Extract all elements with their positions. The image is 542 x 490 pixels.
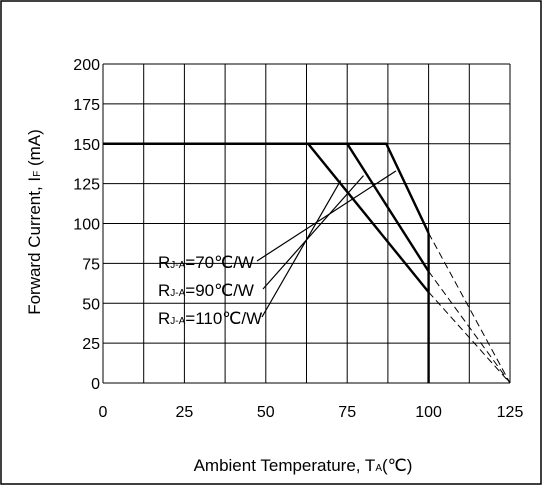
series-leader-line-0	[256, 170, 397, 262]
y-tick-label: 25	[82, 336, 100, 353]
x-tick-label: 125	[497, 404, 524, 421]
x-tick-label: 25	[176, 404, 194, 421]
series-leader-line-2	[261, 180, 342, 318]
y-tick-label: 0	[91, 376, 100, 393]
y-tick-label: 50	[82, 296, 100, 313]
series-layer	[103, 142, 511, 384]
y-tick-label: 200	[73, 57, 100, 74]
x-tick-label: 100	[415, 404, 442, 421]
series-extrapolation-1	[428, 271, 511, 384]
y-axis-label: Forward Current, IF (mA)	[25, 129, 44, 315]
series-extrapolation-0	[428, 232, 511, 384]
y-tick-label: 175	[73, 97, 100, 114]
y-tick-label: 100	[73, 217, 100, 234]
x-axis-label: Ambient Temperature, TA(℃)	[194, 456, 413, 475]
callouts: RJ-A=70℃/W RJ-A=90℃/W RJ-A=110℃/W	[158, 170, 397, 328]
series-label-2: RJ-A=110℃/W	[158, 309, 262, 328]
series-label-0: RJ-A=70℃/W	[158, 253, 254, 272]
y-tick-label: 125	[73, 177, 100, 194]
series-label-1: RJ-A=90℃/W	[158, 281, 254, 300]
series-leader-line-1	[262, 175, 364, 290]
x-tick-label: 75	[338, 404, 356, 421]
tick-labels: 0 25 50 75 100 125 150 175 200 0 25 50 75 100 125	[73, 57, 523, 421]
series-line-2	[103, 142, 430, 293]
x-tick-label: 0	[99, 404, 108, 421]
series-extrapolation-2	[428, 291, 511, 384]
y-tick-label: 150	[73, 137, 100, 154]
y-tick-label: 75	[82, 256, 100, 273]
x-tick-label: 50	[257, 404, 275, 421]
